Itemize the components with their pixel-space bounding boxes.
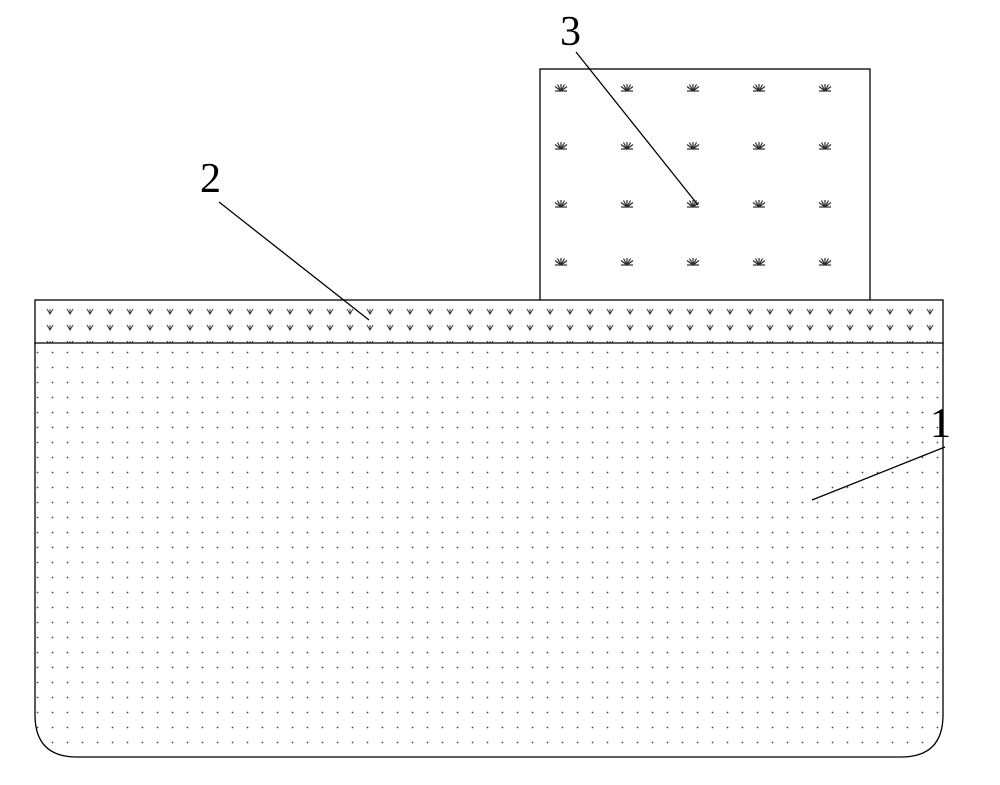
callout-label-1: 1 xyxy=(930,400,951,448)
diagram-svg xyxy=(0,0,1000,785)
region-top-layer xyxy=(35,300,943,344)
callout-label-3: 3 xyxy=(560,8,581,56)
region-block xyxy=(540,69,870,301)
callout-label-2: 2 xyxy=(200,155,221,203)
diagram-stage: 3 2 1 xyxy=(0,0,1000,785)
region-substrate xyxy=(35,343,943,757)
